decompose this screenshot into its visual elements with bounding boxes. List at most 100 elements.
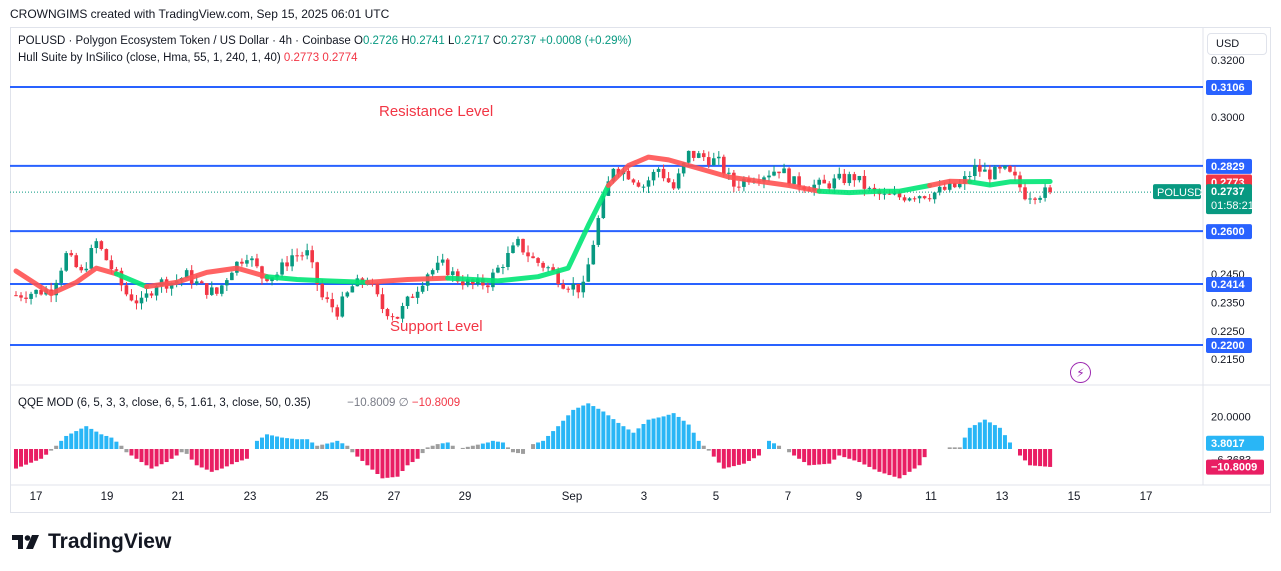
time-axis-tick-10: 7 — [785, 491, 791, 503]
candle-body — [144, 293, 149, 298]
candle-body — [1033, 198, 1037, 200]
candle-body — [993, 166, 997, 180]
qqe-bar — [355, 449, 360, 457]
candlestick-series[interactable] — [14, 150, 1052, 323]
qqe-bar — [340, 443, 345, 449]
candle-body — [822, 179, 827, 184]
candle-body — [1023, 187, 1027, 200]
qqe-bar — [556, 426, 561, 449]
qqe-bar — [561, 420, 566, 449]
qqe-bar — [495, 441, 500, 449]
qqe-bar — [1043, 449, 1048, 467]
candle-body — [897, 193, 902, 198]
low-label: L — [448, 35, 455, 47]
qqe-bar — [646, 419, 651, 449]
candle-body — [978, 165, 982, 172]
candle-body — [586, 264, 591, 282]
qqe-bar — [39, 449, 44, 459]
time-axis-tick-9: 5 — [713, 491, 719, 503]
candle-body — [516, 238, 520, 246]
qqe-bar — [912, 449, 917, 469]
qqe-histogram[interactable] — [14, 403, 1053, 479]
candle-body — [1008, 165, 1012, 172]
candle-body — [983, 169, 987, 172]
qqe-bar — [676, 416, 681, 449]
candle-body — [104, 249, 109, 261]
qqe-bar — [400, 449, 405, 472]
qqe-bar — [626, 429, 631, 449]
candle-body — [686, 150, 691, 163]
tradingview-wordmark: TradingView — [48, 530, 172, 553]
qqe-bar — [214, 449, 219, 471]
candle-body — [496, 267, 500, 273]
qqe-bar — [109, 437, 114, 449]
qqe-bar — [636, 428, 641, 449]
candle-body — [305, 250, 309, 256]
candle-body — [39, 289, 43, 295]
qqe-bar — [470, 445, 475, 449]
candle-body — [250, 258, 254, 261]
qqe-bar — [325, 443, 330, 449]
time-axis-tick-14: 15 — [1068, 491, 1081, 503]
candle-body — [837, 173, 842, 179]
qqe-bar — [69, 433, 74, 449]
qqe-bar — [867, 449, 872, 467]
qqe-bar — [606, 415, 611, 449]
candle-body — [646, 180, 651, 187]
qqe-bar — [807, 449, 812, 466]
hull-segment-5 — [445, 183, 611, 284]
candle-body — [79, 267, 84, 271]
qqe-indicator-name[interactable]: QQE MOD (6, 5, 3, 3, close, 6, 5, 1.61, … — [18, 397, 311, 409]
candle-body — [551, 267, 555, 271]
qqe-bar — [204, 449, 209, 470]
candle-body — [420, 285, 425, 292]
qqe-bar — [571, 409, 576, 449]
flash-icon[interactable]: ⚡ — [1070, 362, 1091, 383]
qqe-bar — [124, 449, 129, 453]
qqe-bar — [601, 411, 606, 449]
candle-body — [787, 168, 791, 185]
qqe-bar — [862, 449, 867, 465]
qqe-bar — [721, 449, 726, 469]
qqe-bar — [49, 449, 54, 451]
qqe-bar — [962, 437, 967, 449]
time-axis-tick-12: 11 — [925, 491, 937, 503]
hull-indicator-name[interactable]: Hull Suite by InSilico (close, Hma, 55, … — [18, 52, 281, 64]
qqe-bar — [315, 445, 320, 449]
high-value: 0.2741 — [409, 35, 445, 47]
candle-body — [1003, 165, 1007, 169]
candle-body — [64, 253, 68, 271]
candle-body — [536, 258, 540, 263]
qqe-bar — [59, 440, 64, 449]
qqe-bar — [425, 447, 430, 449]
candle-body — [209, 287, 214, 295]
candle-body — [19, 295, 23, 298]
tradingview-logo: TradingView — [12, 530, 171, 554]
qqe-bar — [440, 443, 445, 449]
candle-body — [611, 168, 616, 182]
qqe-bar — [541, 440, 546, 449]
price-label-box-4 — [1206, 184, 1252, 215]
qqe-bar — [360, 449, 365, 461]
hull-segment-6 — [605, 154, 822, 194]
candle-body — [626, 170, 631, 180]
symbol-description[interactable]: POLUSD · Polygon Ecosystem Token / US Do… — [18, 35, 351, 47]
candle-body — [390, 316, 395, 318]
qqe-bar — [651, 418, 656, 449]
candle-body — [661, 168, 666, 179]
qqe-bar — [882, 449, 887, 474]
candle-body — [521, 238, 525, 253]
qqe-bar — [902, 449, 907, 476]
candle-body — [631, 179, 636, 183]
qqe-bar — [842, 449, 847, 458]
candle-body — [295, 255, 299, 257]
candle-body — [907, 198, 912, 201]
qqe-bar — [54, 445, 59, 449]
hull-segment-8 — [927, 178, 973, 188]
time-axis-tick-5: 27 — [388, 491, 401, 503]
time-axis-tick-2: 21 — [172, 491, 185, 503]
candle-body — [24, 297, 28, 299]
candle-body — [576, 283, 581, 293]
currency-selector[interactable]: USD — [1207, 33, 1267, 55]
